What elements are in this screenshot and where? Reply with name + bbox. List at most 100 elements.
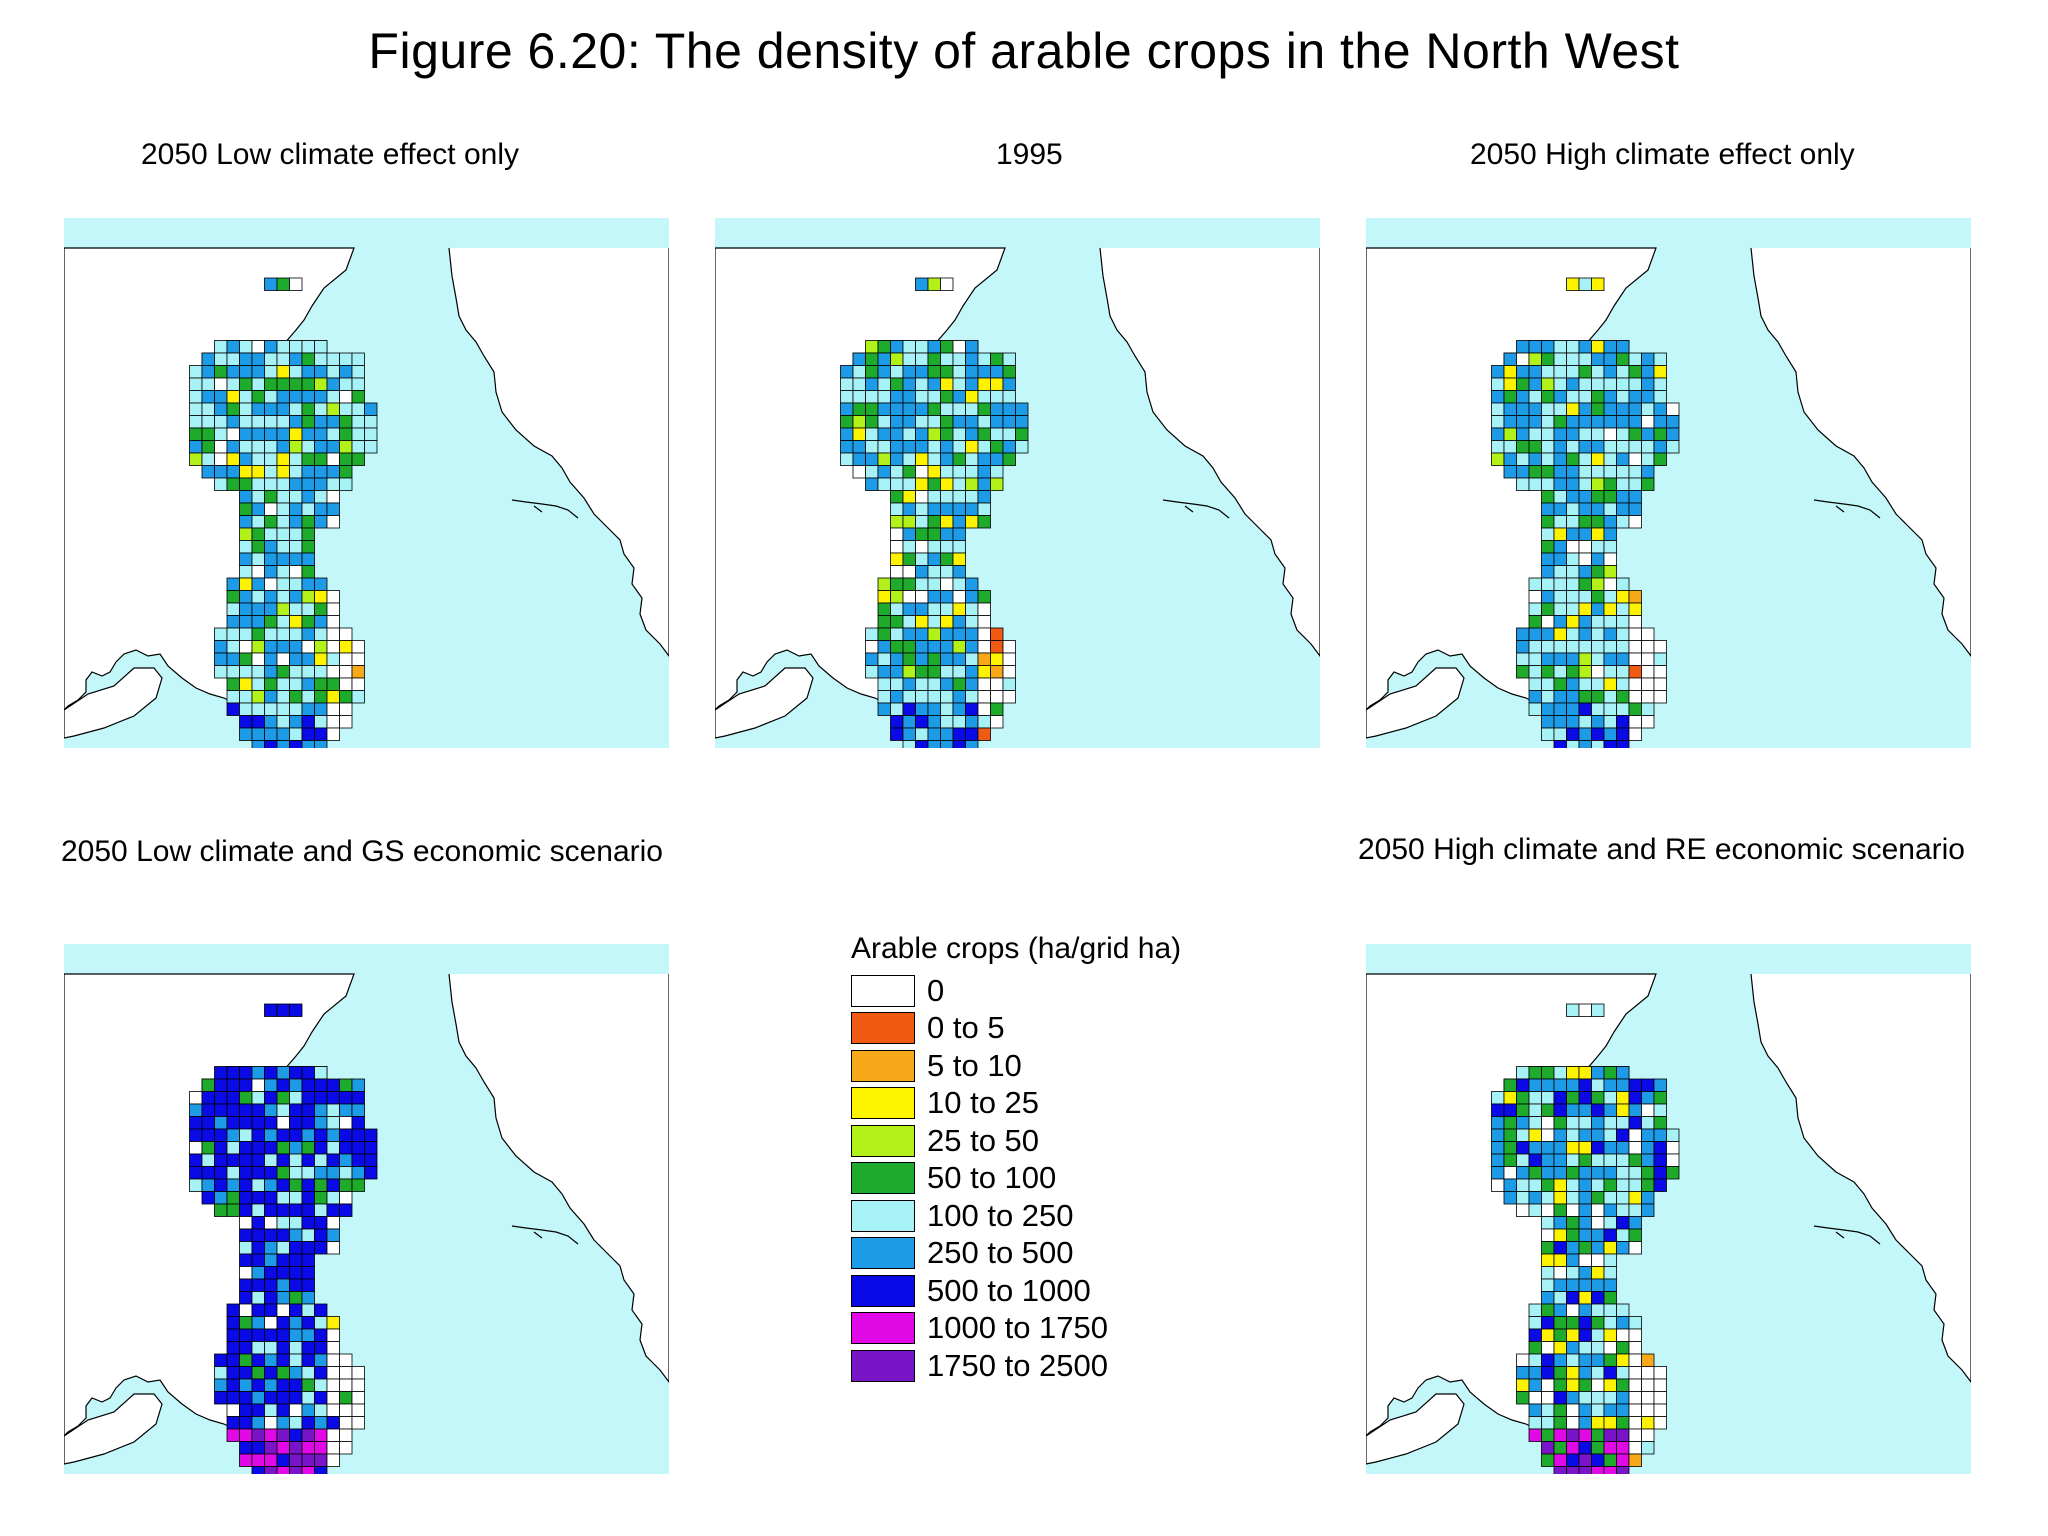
grid-cell bbox=[251, 1128, 265, 1142]
grid-cell bbox=[226, 1116, 240, 1130]
map-title-high-re: 2050 High climate and RE economic scenar… bbox=[1358, 833, 1965, 866]
grid-cell bbox=[289, 1416, 303, 1430]
grid-cell bbox=[301, 540, 315, 554]
grid-cell bbox=[201, 440, 215, 454]
estuary-line bbox=[511, 499, 579, 519]
grid-cell bbox=[977, 590, 991, 604]
grid-cell bbox=[1616, 715, 1630, 729]
grid-cell bbox=[264, 677, 278, 691]
grid-cell bbox=[1578, 502, 1592, 516]
grid-cell bbox=[226, 1403, 240, 1417]
grid-cell bbox=[1566, 477, 1580, 491]
grid-cell bbox=[990, 352, 1004, 366]
grid-cell bbox=[264, 1266, 278, 1280]
grid-cell bbox=[952, 590, 966, 604]
grid-cell bbox=[1503, 427, 1517, 441]
grid-cell bbox=[1616, 1416, 1630, 1430]
grid-cell bbox=[940, 340, 954, 354]
grid-cell bbox=[301, 1091, 315, 1105]
grid-cell bbox=[326, 1116, 340, 1130]
legend-swatch bbox=[851, 1049, 915, 1082]
grid-cell bbox=[915, 602, 929, 616]
grid-cell bbox=[351, 1078, 365, 1092]
grid-cell bbox=[1666, 415, 1680, 429]
grid-cell bbox=[1603, 1078, 1617, 1092]
grid-cell bbox=[289, 727, 303, 741]
grid-cell bbox=[1628, 402, 1642, 416]
grid-cell bbox=[289, 390, 303, 404]
grid-cell bbox=[952, 727, 966, 741]
grid-cell bbox=[1553, 1091, 1567, 1105]
grid-cell bbox=[1616, 340, 1630, 354]
grid-cell bbox=[239, 1366, 253, 1380]
grid-cell bbox=[351, 1141, 365, 1155]
grid-cell bbox=[1015, 427, 1029, 441]
grid-cell bbox=[326, 365, 340, 379]
grid-cell bbox=[1641, 690, 1655, 704]
grid-cell bbox=[1566, 1228, 1580, 1242]
grid-cell bbox=[301, 515, 315, 529]
grid-cell bbox=[1653, 390, 1667, 404]
grid-cell bbox=[1541, 477, 1555, 491]
grid-cell bbox=[1591, 1453, 1605, 1467]
grid-cell bbox=[927, 527, 941, 541]
grid-cell bbox=[314, 365, 328, 379]
grid-cell bbox=[1553, 690, 1567, 704]
grid-cell bbox=[226, 1303, 240, 1317]
grid-cell bbox=[276, 1166, 290, 1180]
grid-cell bbox=[1641, 1391, 1655, 1405]
grid-cell bbox=[915, 740, 929, 748]
grid-cell bbox=[1591, 615, 1605, 629]
grid-cell bbox=[877, 352, 891, 366]
grid-cell bbox=[264, 1203, 278, 1217]
grid-cell bbox=[902, 502, 916, 516]
grid-cell bbox=[1528, 1191, 1542, 1205]
grid-cell bbox=[314, 1178, 328, 1192]
grid-cell bbox=[1578, 740, 1592, 748]
grid-cell bbox=[1553, 727, 1567, 741]
grid-cell bbox=[1566, 677, 1580, 691]
grid-cell bbox=[1616, 690, 1630, 704]
grid-cell bbox=[201, 1078, 215, 1092]
grid-cell bbox=[1591, 1091, 1605, 1105]
grid-cell bbox=[251, 715, 265, 729]
grid-cell bbox=[1528, 652, 1542, 666]
grid-cell bbox=[1628, 665, 1642, 679]
grid-cell bbox=[214, 1091, 228, 1105]
grid-cell bbox=[214, 627, 228, 641]
grid-cell bbox=[940, 727, 954, 741]
grid-cell bbox=[1516, 1366, 1530, 1380]
grid-cell bbox=[840, 365, 854, 379]
grid-cell bbox=[940, 390, 954, 404]
grid-cell bbox=[301, 1116, 315, 1130]
grid-cell bbox=[902, 452, 916, 466]
grid-cell bbox=[1616, 1316, 1630, 1330]
grid-cell bbox=[1516, 1378, 1530, 1392]
grid-cell bbox=[1641, 402, 1655, 416]
grid-cell bbox=[339, 402, 353, 416]
grid-cell bbox=[1553, 1366, 1567, 1380]
grid-cell bbox=[1541, 1241, 1555, 1255]
grid-cell bbox=[1541, 440, 1555, 454]
grid-cell bbox=[927, 502, 941, 516]
grid-cell bbox=[214, 1141, 228, 1155]
grid-cell bbox=[276, 1241, 290, 1255]
legend-label: 100 to 250 bbox=[927, 1197, 1074, 1233]
legend-item: 25 to 50 bbox=[851, 1122, 1181, 1160]
grid-cell bbox=[1553, 715, 1567, 729]
grid-cell bbox=[289, 277, 303, 291]
grid-cell bbox=[314, 1328, 328, 1342]
grid-cell bbox=[927, 590, 941, 604]
grid-cell bbox=[339, 677, 353, 691]
grid-cell bbox=[264, 440, 278, 454]
grid-cell bbox=[890, 515, 904, 529]
grid-cell bbox=[927, 652, 941, 666]
grid-cell bbox=[1591, 477, 1605, 491]
grid-cell bbox=[1516, 1391, 1530, 1405]
grid-cell bbox=[877, 590, 891, 604]
grid-cell bbox=[289, 352, 303, 366]
grid-cell bbox=[1628, 652, 1642, 666]
grid-cell bbox=[1528, 365, 1542, 379]
grid-cell bbox=[1616, 640, 1630, 654]
grid-cell bbox=[952, 552, 966, 566]
